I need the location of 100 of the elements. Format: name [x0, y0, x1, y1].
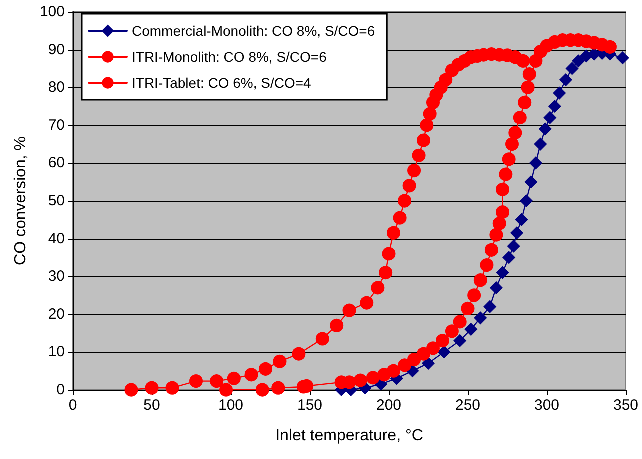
point — [256, 383, 270, 397]
point — [490, 282, 503, 294]
point — [572, 54, 585, 68]
point — [227, 372, 241, 386]
point — [461, 302, 475, 316]
point — [379, 266, 393, 280]
point — [398, 194, 412, 208]
y-tick-label: 10 — [48, 344, 65, 361]
point — [398, 358, 412, 372]
y-tick-label: 90 — [48, 41, 65, 58]
point — [387, 226, 400, 240]
point — [603, 40, 617, 54]
point — [502, 251, 516, 264]
x-tick-label: 300 — [534, 397, 560, 414]
point — [506, 138, 519, 152]
point — [484, 243, 498, 257]
legend-label: Commercial-Monolith: CO 8%, S/CO=6 — [132, 23, 376, 39]
x-tick-label: 250 — [455, 397, 481, 414]
point — [464, 323, 478, 336]
point — [539, 122, 552, 136]
point — [544, 112, 556, 124]
point — [490, 228, 504, 242]
point — [515, 214, 528, 226]
point — [408, 164, 422, 178]
point — [496, 182, 510, 196]
point — [190, 374, 203, 388]
point — [273, 354, 287, 368]
point — [408, 353, 422, 367]
point — [426, 342, 440, 356]
y-tick-label: 30 — [48, 268, 65, 286]
point — [387, 364, 400, 378]
point — [393, 211, 407, 225]
y-tick-label: 100 — [40, 4, 65, 20]
point — [502, 152, 516, 166]
point — [453, 315, 467, 329]
point — [521, 80, 535, 94]
y-tick-label: 0 — [56, 382, 65, 398]
point — [422, 357, 435, 370]
point — [354, 374, 368, 388]
point — [513, 111, 527, 125]
point — [496, 206, 510, 220]
point — [360, 296, 374, 310]
point — [524, 176, 538, 188]
point — [436, 334, 450, 348]
point — [342, 304, 356, 318]
x-tick-label: 100 — [218, 397, 244, 414]
point — [420, 118, 434, 132]
point — [272, 381, 286, 395]
y-tick-label: 40 — [48, 230, 65, 248]
legend-label: ITRI-Monolith: CO 8%, S/CO=6 — [132, 49, 328, 65]
point — [492, 216, 506, 230]
point — [484, 300, 496, 314]
point — [530, 156, 542, 170]
point — [371, 281, 385, 295]
point — [499, 168, 513, 182]
point — [518, 96, 532, 110]
point — [480, 258, 494, 272]
point — [124, 383, 138, 397]
point — [474, 274, 488, 288]
point — [145, 381, 159, 395]
x-tick-label: 50 — [144, 397, 160, 414]
point — [366, 371, 380, 385]
point — [417, 134, 431, 148]
x-axis-title: Inlet temperature, °C — [276, 428, 424, 444]
y-tick-label: 70 — [48, 116, 65, 134]
point — [508, 126, 522, 140]
y-tick-label: 60 — [48, 154, 65, 172]
point — [292, 347, 306, 361]
point — [402, 179, 416, 193]
y-tick-label: 80 — [48, 79, 65, 96]
y-axis-title: CO conversion, % — [12, 136, 30, 266]
point — [166, 381, 180, 395]
y-tick-label: 20 — [48, 306, 65, 323]
point — [244, 368, 258, 382]
point — [382, 247, 396, 261]
point — [520, 194, 533, 208]
point — [316, 332, 330, 346]
point — [560, 74, 572, 86]
point — [259, 362, 273, 376]
y-tick-label: 50 — [48, 192, 65, 210]
legend-label: ITRI-Tablet: CO 6%, S/CO=4 — [132, 75, 312, 91]
point — [548, 100, 562, 113]
point — [496, 266, 510, 280]
point — [474, 312, 487, 324]
point — [566, 62, 579, 75]
point — [454, 334, 466, 348]
point — [438, 346, 451, 358]
point — [330, 318, 344, 332]
point — [534, 138, 547, 151]
x-tick-label: 150 — [297, 397, 323, 414]
point — [468, 288, 482, 302]
point — [616, 52, 630, 64]
point — [445, 324, 459, 338]
point — [417, 347, 431, 361]
x-tick-label: 350 — [613, 397, 639, 414]
point — [508, 240, 520, 253]
x-tick-label: 200 — [376, 397, 402, 414]
point — [210, 374, 224, 388]
x-tick-label: 0 — [68, 397, 78, 414]
point — [412, 148, 426, 162]
